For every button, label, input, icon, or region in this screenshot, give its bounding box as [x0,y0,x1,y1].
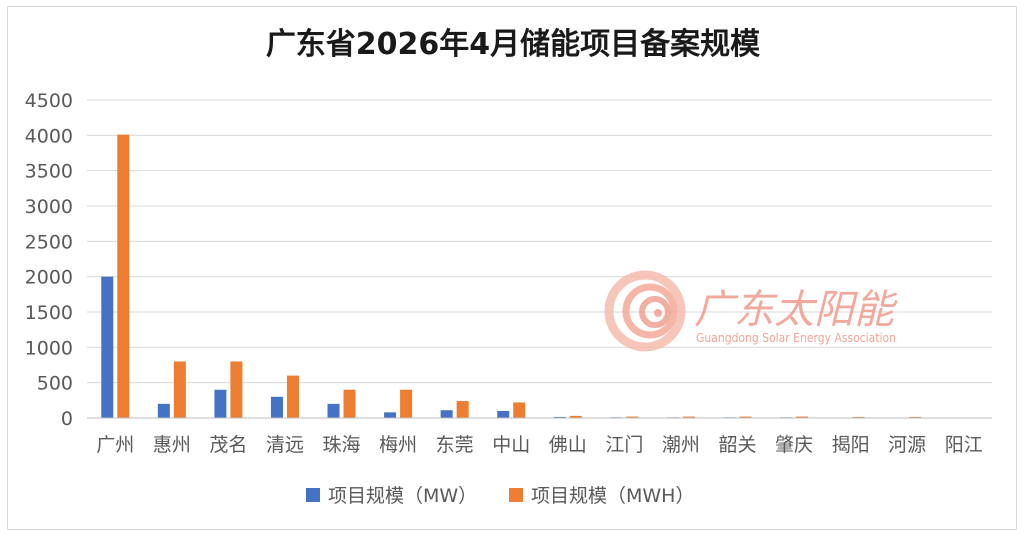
bar-mwh [909,416,922,418]
bar-mw [384,412,397,418]
x-category-label: 清远 [266,434,304,456]
bar-mwh [739,416,752,418]
y-tick-label: 2500 [25,231,73,253]
bar-mwh [626,416,639,418]
bars [101,134,978,419]
y-tick-label: 4000 [25,125,73,147]
x-category-label: 梅州 [379,434,417,456]
x-category-label: 潮州 [662,434,700,456]
bar-mwh [117,134,130,419]
x-category-label: 中山 [492,434,530,456]
bar-mw [440,410,453,418]
legend-label-mw: 项目规模（MW） [328,485,477,507]
x-category-label: 茂名 [209,434,247,456]
legend: 项目规模（MW） 项目规模（MWH） [306,485,694,507]
y-tick-label: 3000 [25,196,73,218]
x-category-label: 韶关 [718,434,756,456]
watermark: 广东太阳能 Guangdong Solar Energy Association [604,270,898,352]
bar-mwh [796,416,809,418]
bar-mwh [173,361,186,418]
x-category-label: 揭阳 [832,434,870,456]
bar-mw [327,403,340,418]
bar-mw [101,276,114,418]
legend-label-mwh: 项目规模（MWH） [531,485,694,507]
bar-mwh [513,402,526,418]
bar-mw [214,389,227,418]
bar-mwh [852,416,865,418]
x-category-label: 珠海 [323,434,361,456]
y-tick-label: 1500 [25,302,73,324]
legend-swatch-mwh [509,488,523,502]
bar-mwh [456,401,469,418]
x-category-label: 东莞 [436,434,474,456]
legend-swatch-mw [306,488,320,502]
watermark-name-en: Guangdong Solar Energy Association [696,331,896,345]
chart-title: 广东省2026年4月储能项目备案规模 [266,27,760,62]
y-tick-label: 0 [61,408,73,430]
y-axis-ticks: 0 500 1000 1500 2000 2500 3000 3500 4000 4500 [25,90,73,430]
bar-mwh [682,416,695,418]
x-category-label: 阳江 [945,434,983,456]
x-category-label: 广州 [96,434,134,456]
bar-mw [157,403,170,418]
bar-mw [270,396,283,418]
y-tick-label: 3500 [25,161,73,183]
x-category-label: 惠州 [153,434,191,456]
swirl-logo-icon [604,270,686,352]
chart-frame [7,6,1017,530]
x-category-label: 佛山 [549,434,587,456]
x-category-label: 江门 [605,434,643,456]
bar-mwh [343,389,356,418]
watermark-name-cn: 广东太阳能 [694,287,898,333]
bar-mwh [569,415,582,418]
bar-mwh [400,389,413,418]
x-category-label: 肇庆 [775,434,813,456]
bar-mw [553,416,566,418]
bar-mwh [286,375,299,418]
y-tick-label: 2000 [25,267,73,289]
x-axis-categories: 广州 惠州 茂名 清远 珠海 梅州 东莞 中山 佛山 江门 潮州 韶关 肇庆 揭阳 河源 阳江 [96,434,982,456]
y-tick-label: 4500 [25,90,73,112]
y-tick-label: 1000 [25,337,73,359]
bar-mwh [230,361,243,418]
y-tick-label: 500 [37,373,73,395]
x-category-label: 河源 [888,434,926,456]
bar-mw [497,410,510,418]
